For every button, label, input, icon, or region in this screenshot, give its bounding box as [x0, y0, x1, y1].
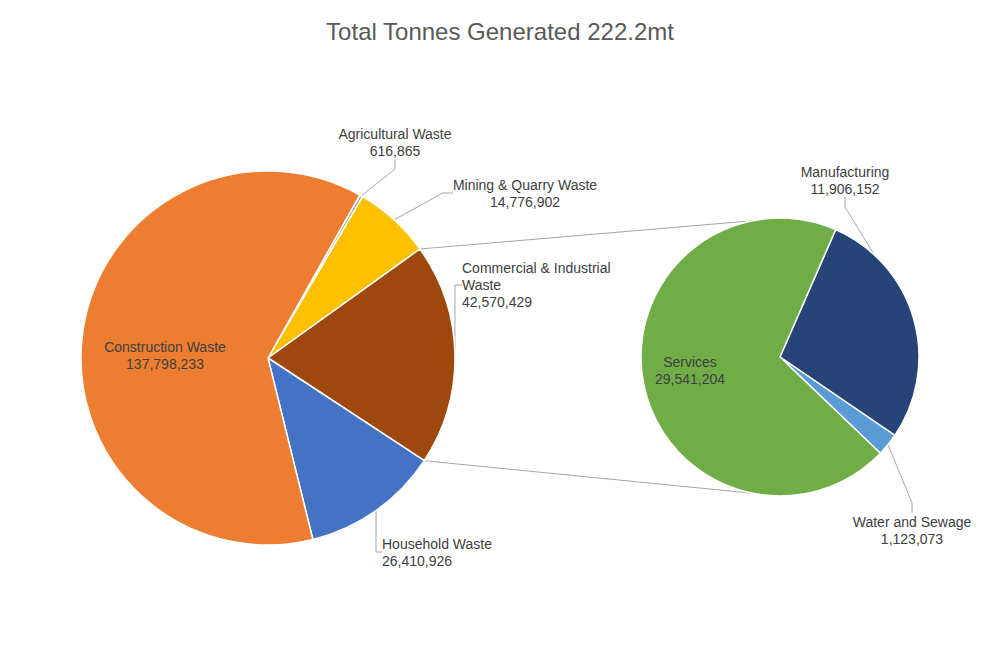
svg-text:616,865: 616,865	[370, 143, 421, 159]
svg-text:Waste: Waste	[462, 277, 501, 293]
svg-text:29,541,204: 29,541,204	[655, 371, 725, 387]
svg-text:14,776,902: 14,776,902	[490, 194, 560, 210]
svg-text:Household Waste: Household Waste	[382, 536, 492, 552]
svg-text:Manufacturing: Manufacturing	[801, 164, 890, 180]
svg-text:26,410,926: 26,410,926	[382, 553, 452, 569]
svg-text:11,906,152: 11,906,152	[810, 181, 879, 197]
svg-text:Water and Sewage: Water and Sewage	[853, 514, 972, 530]
svg-text:Commercial & Industrial: Commercial & Industrial	[462, 260, 615, 276]
svg-text:42,570,429: 42,570,429	[462, 294, 532, 310]
svg-text:Construction Waste: Construction Waste	[104, 339, 226, 355]
svg-text:Services: Services	[663, 354, 717, 370]
svg-text:1,123,073: 1,123,073	[881, 531, 943, 547]
svg-text:Total Tonnes Generated 222.2mt: Total Tonnes Generated 222.2mt	[326, 18, 674, 45]
svg-text:Agricultural Waste: Agricultural Waste	[338, 126, 451, 142]
svg-text:Mining & Quarry Waste: Mining & Quarry Waste	[453, 177, 597, 193]
svg-text:137,798,233: 137,798,233	[126, 356, 204, 372]
